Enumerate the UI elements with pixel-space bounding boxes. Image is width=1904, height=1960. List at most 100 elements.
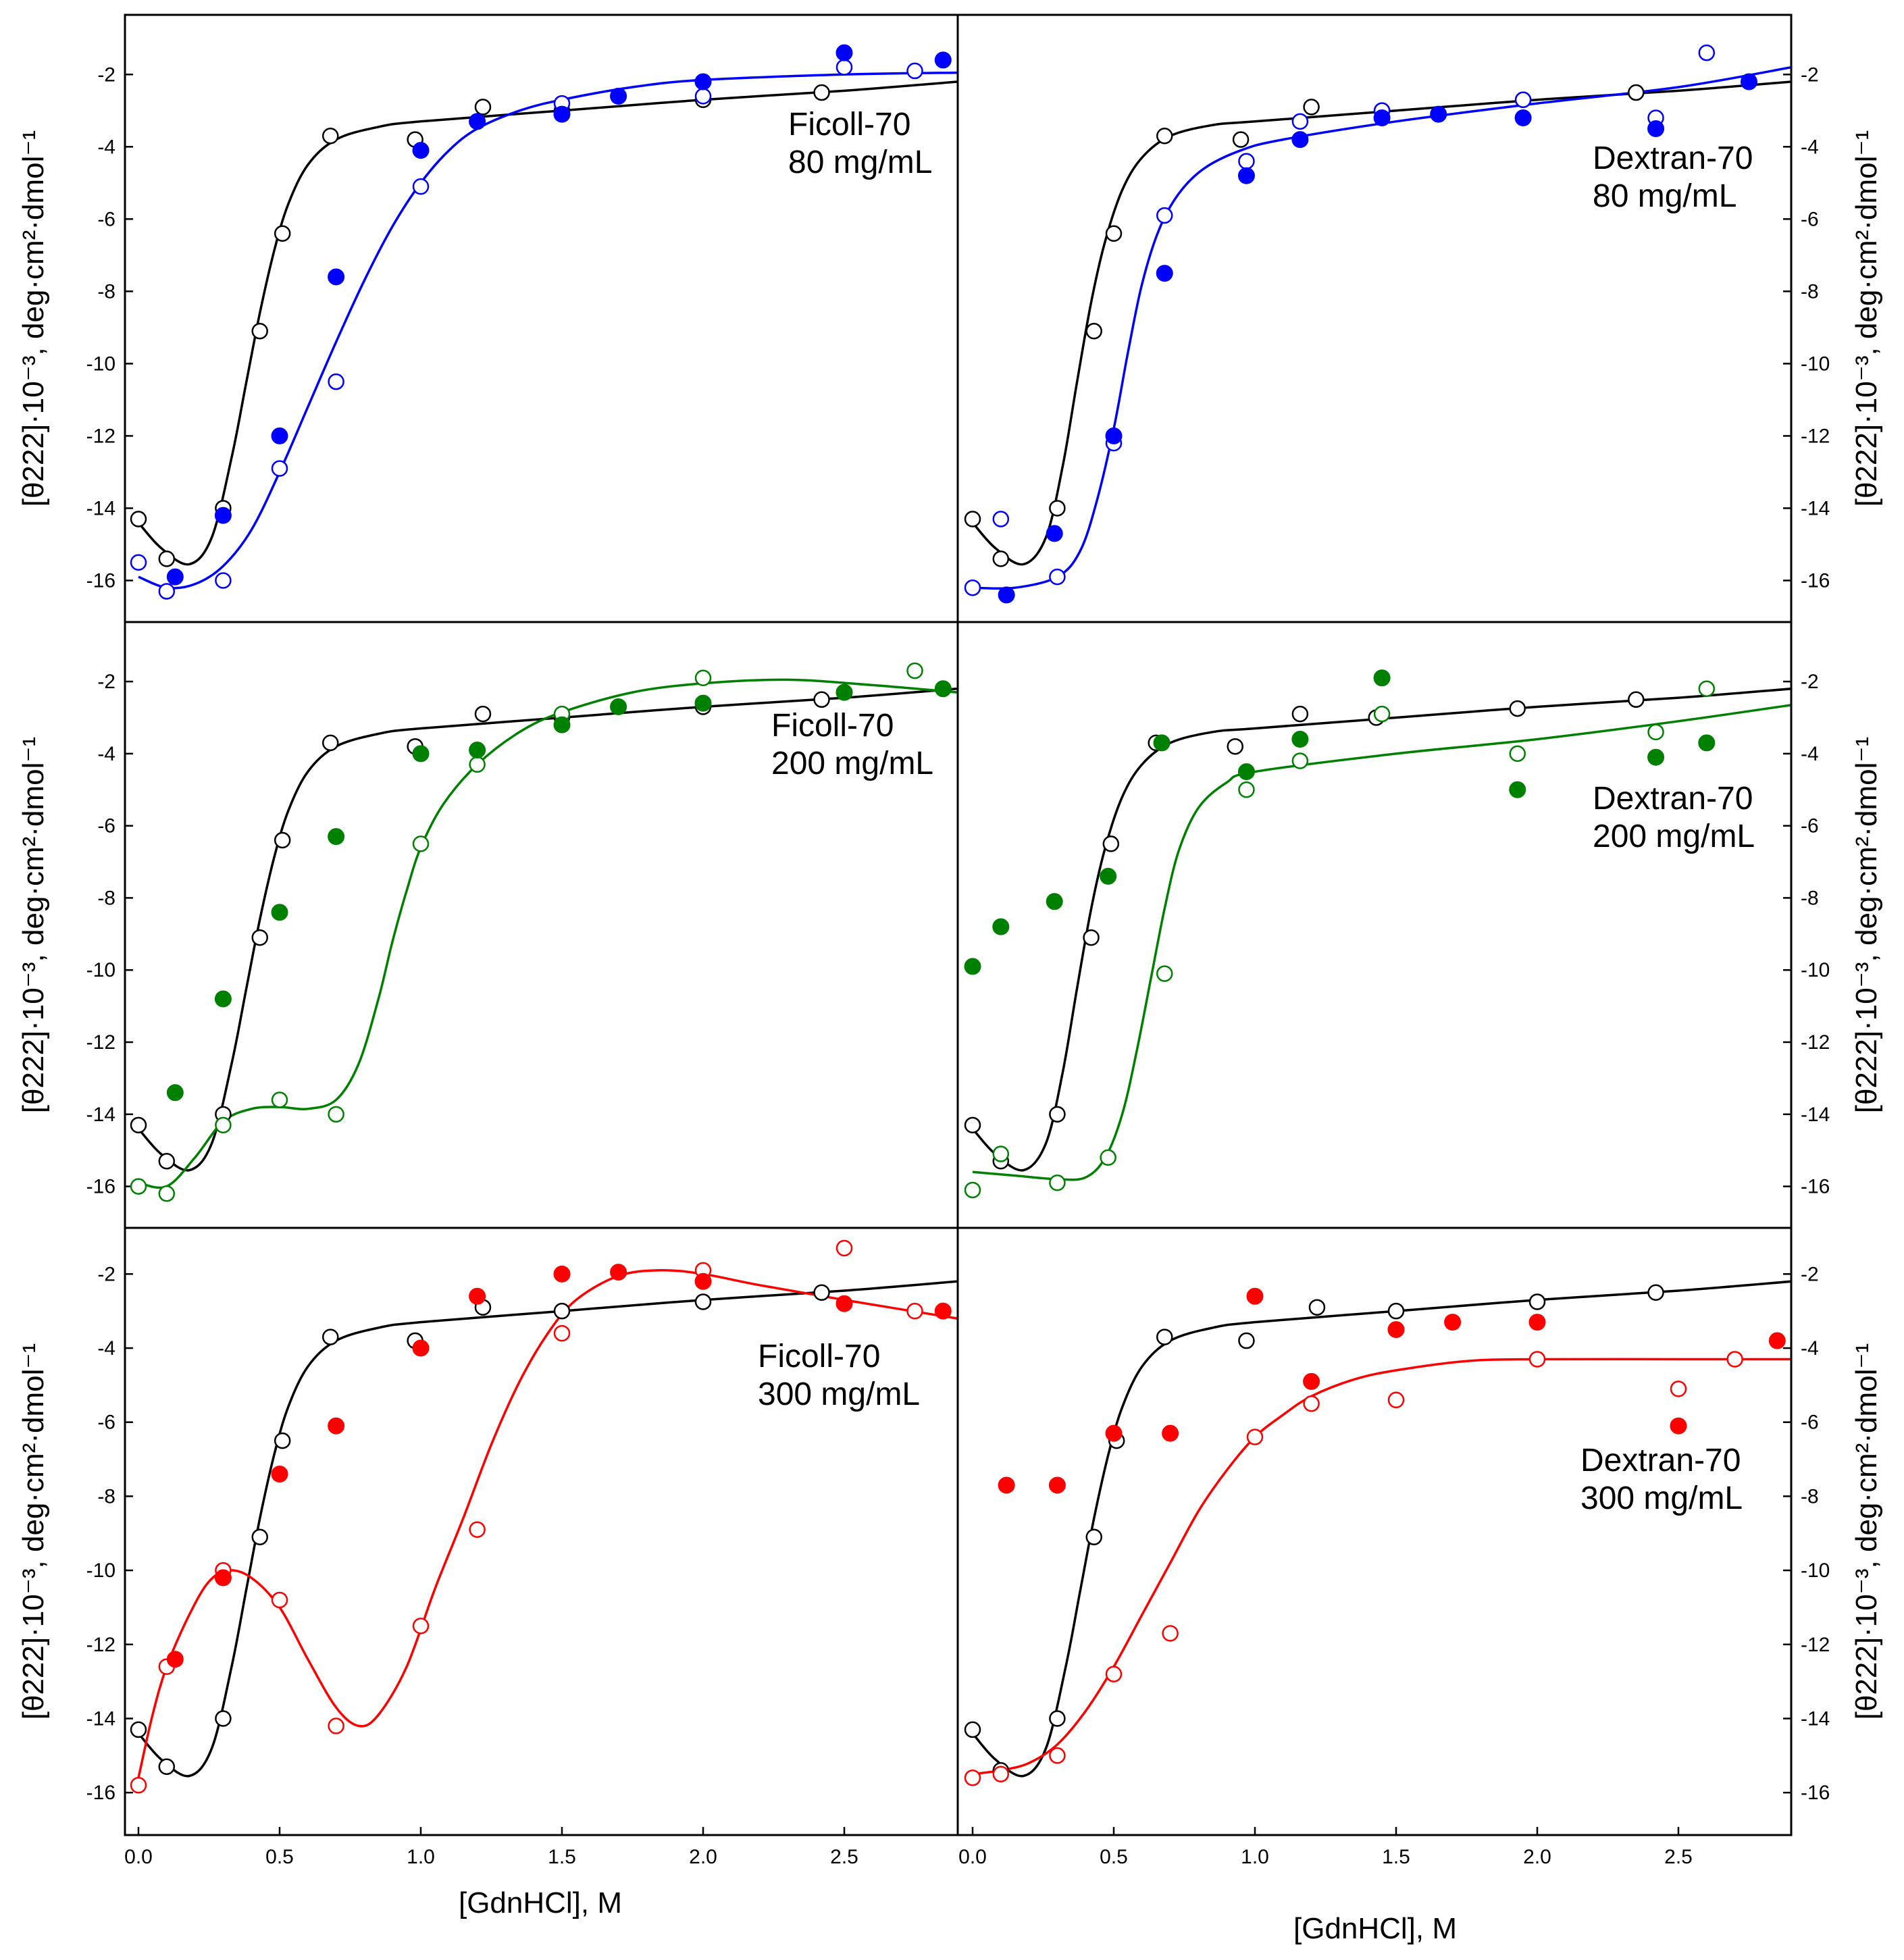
- reference-open-point: [992, 550, 1010, 567]
- blue-filled-point: [1373, 109, 1391, 126]
- blue-open-point: [835, 59, 853, 76]
- red-open-point: [1162, 1625, 1179, 1642]
- x-tick-label: 0.5: [265, 1846, 294, 1868]
- y-tick-label: -10: [86, 1559, 115, 1582]
- x-tick-label: 1.0: [407, 1846, 435, 1868]
- blue-open-point: [1291, 113, 1309, 130]
- blue-open-point: [328, 373, 344, 390]
- green-fit-curve: [972, 704, 1791, 1181]
- x-tick-label: 0.0: [958, 1846, 987, 1868]
- blue-filled-point: [166, 568, 184, 586]
- y-tick-label: -8: [97, 280, 115, 303]
- reference-open-point: [158, 1758, 176, 1776]
- green-open-point: [271, 1091, 288, 1108]
- y-tick-label: -8: [97, 887, 115, 909]
- green-filled-point: [1698, 734, 1716, 752]
- y-tick-label: -8: [1801, 280, 1819, 303]
- panel-ficoll-300: -16 -14 -12 -10 -8 -6 -4 -2 0.0 0.5 1.0 1.5 2.0 2.5 [θ…: [17, 1239, 958, 1868]
- red-filled-point: [835, 1295, 853, 1312]
- y-axis-title: [θ222]·10⁻³, deg·cm²·dmol⁻¹: [17, 130, 50, 507]
- green-open-point: [964, 1181, 981, 1199]
- reference-open-point: [130, 1116, 147, 1134]
- red-open-point: [412, 1618, 430, 1634]
- green-filled-point: [328, 828, 345, 846]
- reference-open-point: [321, 1329, 339, 1345]
- reference-open-point: [1291, 705, 1309, 723]
- y-tick-label: -14: [1801, 497, 1830, 519]
- reference-open-point: [813, 691, 830, 708]
- blue-filled-point: [694, 73, 712, 91]
- blue-filled-point: [214, 507, 232, 524]
- x-axis-title-right: [GdnHCl], M: [1293, 1912, 1457, 1945]
- y-axis-title: [θ222]·10⁻³, deg·cm²·dmol⁻¹: [17, 737, 50, 1114]
- green-filled-point: [1373, 669, 1391, 687]
- green-filled-point: [964, 958, 981, 975]
- reference-open-point: [1238, 1332, 1255, 1349]
- panel-annotation-line: 300 mg/mL: [758, 1376, 920, 1412]
- blue-open-point: [1156, 207, 1173, 224]
- blue-filled-point: [328, 268, 345, 286]
- red-filled-point: [1670, 1417, 1687, 1435]
- reference-open-point: [158, 1152, 176, 1170]
- green-open-point: [1647, 723, 1664, 741]
- y-tick-label: -4: [1801, 1337, 1819, 1360]
- y-tick-label: -14: [1801, 1104, 1830, 1126]
- blue-filled-point: [1647, 120, 1665, 138]
- green-open-point: [906, 662, 923, 679]
- panel-annotation-line: 80 mg/mL: [788, 145, 932, 180]
- reference-open-point: [1232, 131, 1250, 148]
- x-tick-label: 2.5: [830, 1846, 858, 1868]
- y-axis-title: [θ222]·10⁻³, deg·cm²·dmol⁻¹: [1850, 130, 1883, 507]
- blue-filled-point: [998, 586, 1015, 604]
- panels-layer: -16 -14 -12 -10 -8 -6 -4 -2 [θ222]·10⁻³, deg·cm²…: [17, 44, 1883, 1868]
- reference-open-point: [1647, 1284, 1664, 1301]
- red-fit-curve: [972, 1358, 1791, 1776]
- green-filled-point: [1100, 867, 1117, 885]
- blue-filled-point: [271, 427, 288, 444]
- reference-open-point: [251, 929, 268, 946]
- reference-open-point: [964, 1721, 981, 1738]
- blue-filled-point: [1291, 131, 1309, 149]
- green-open-point: [992, 1145, 1010, 1162]
- blue-open-point: [1514, 91, 1532, 108]
- plot-area: [130, 44, 958, 600]
- x-tick-label: 1.0: [1241, 1846, 1269, 1868]
- blue-fit-curve: [972, 66, 1791, 590]
- red-filled-point: [1048, 1476, 1066, 1494]
- blue-open-point: [158, 583, 176, 600]
- reference-open-point: [964, 511, 981, 527]
- blue-filled-point: [1105, 427, 1123, 444]
- y-tick-label: -10: [1801, 959, 1830, 981]
- reference-open-point: [274, 225, 291, 242]
- reference-open-point: [321, 734, 339, 752]
- reference-open-point: [215, 1710, 232, 1727]
- reference-open-point: [1156, 1329, 1173, 1345]
- y-tick-label: -2: [1801, 1263, 1819, 1285]
- reference-open-point: [1227, 738, 1243, 755]
- reference-open-point: [130, 1721, 147, 1738]
- y-tick-label: -12: [86, 1031, 115, 1054]
- red-open-point: [992, 1765, 1010, 1782]
- blue-filled-point: [1514, 109, 1532, 126]
- blue-open-point: [1698, 44, 1716, 61]
- y-tick-label: -10: [1801, 353, 1830, 375]
- x-tick-label: 2.5: [1664, 1846, 1693, 1868]
- y-tick-label: -16: [1801, 569, 1830, 592]
- green-filled-point: [610, 698, 627, 715]
- y-tick-label: -12: [1801, 425, 1830, 447]
- green-open-point: [1509, 745, 1526, 763]
- panel-annotation-line: 300 mg/mL: [1580, 1480, 1743, 1516]
- x-tick-label: 0.0: [124, 1846, 153, 1868]
- reference-open-point: [1628, 691, 1645, 708]
- red-filled-point: [1387, 1321, 1405, 1339]
- reference-open-point: [1156, 127, 1173, 145]
- green-filled-point: [1291, 731, 1309, 748]
- panel-annotation-line: Ficoll-70: [788, 107, 910, 143]
- y-tick-label: -10: [86, 353, 115, 375]
- reference-open-point: [474, 705, 492, 723]
- blue-open-point: [906, 62, 923, 80]
- reference-open-point: [1049, 1710, 1066, 1727]
- green-filled-point: [214, 990, 232, 1008]
- reference-open-point: [1303, 99, 1320, 115]
- reference-open-point: [321, 127, 339, 145]
